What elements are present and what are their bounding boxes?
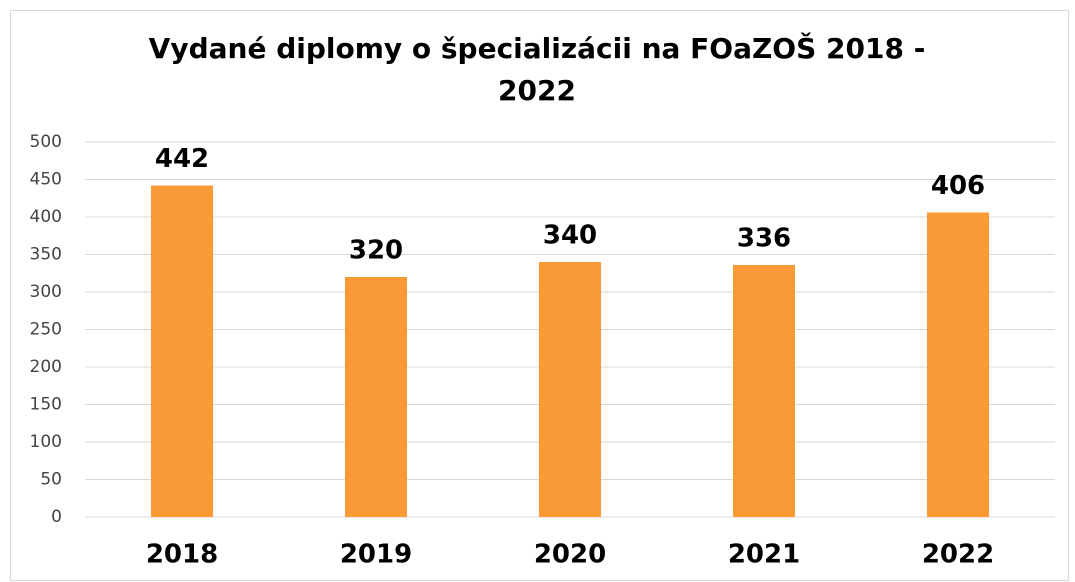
y-tick-label: 450	[30, 170, 62, 190]
x-tick-label: 2019	[340, 540, 412, 570]
x-tick-label: 2021	[728, 540, 800, 570]
data-label: 320	[349, 236, 403, 266]
x-tick-label: 2018	[146, 540, 218, 570]
bar	[539, 262, 601, 517]
data-label: 340	[543, 221, 597, 251]
y-tick-label: 300	[30, 282, 62, 302]
y-tick-label: 50	[40, 470, 62, 490]
bar	[151, 185, 213, 517]
y-tick-label: 350	[30, 245, 62, 265]
y-tick-label: 400	[30, 207, 62, 227]
bar	[733, 265, 795, 517]
y-tick-label: 200	[30, 357, 62, 377]
data-label: 442	[155, 144, 209, 174]
x-tick-label: 2022	[922, 540, 994, 570]
data-label: 406	[931, 171, 985, 201]
y-tick-label: 150	[30, 395, 62, 415]
data-label: 336	[737, 224, 791, 254]
chart-title: Vydané diplomy o špecializácii na FOaZOŠ…	[148, 32, 926, 107]
y-tick-label: 500	[30, 132, 62, 152]
y-tick-label: 0	[51, 507, 62, 527]
bar	[927, 212, 989, 517]
y-tick-label: 250	[30, 320, 62, 340]
x-tick-label: 2020	[534, 540, 606, 570]
y-tick-label: 100	[30, 432, 62, 452]
bar	[345, 277, 407, 517]
